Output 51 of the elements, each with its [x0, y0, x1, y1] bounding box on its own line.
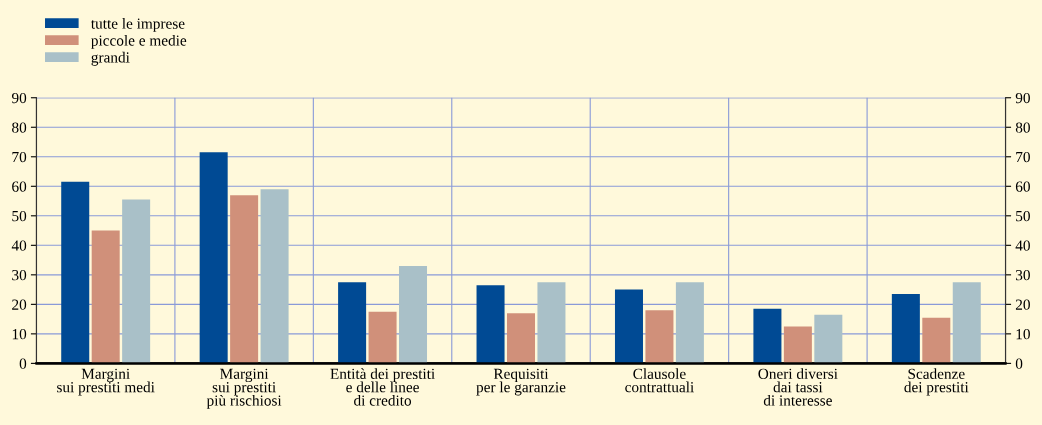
bar: [260, 189, 289, 364]
y2-tick-label: 10: [1016, 329, 1030, 340]
bar: [506, 313, 536, 364]
bar: [61, 181, 90, 364]
x-tick-label: Scadenze dei prestiti: [904, 368, 969, 396]
bar: [645, 310, 674, 364]
bar: [230, 195, 259, 364]
x-tick-label: Oneri diversi dai tassi di interesse: [758, 368, 838, 406]
bar: [952, 282, 981, 364]
y2-tick-label: 50: [1016, 210, 1030, 222]
bar: [338, 282, 367, 364]
bar: [922, 317, 951, 364]
bar: [675, 282, 704, 364]
y2-tick-label: 40: [1015, 240, 1030, 251]
bar: [122, 199, 151, 364]
y2-tick-label: 90: [1015, 92, 1030, 104]
bar: [814, 314, 843, 364]
bar: [783, 326, 812, 364]
y-tick-label: 90: [11, 92, 27, 104]
y-tick-label: 10: [12, 329, 27, 340]
x-tick-label: Margini sui prestiti medi: [57, 368, 155, 396]
x-tick-label: Margini sui prestiti più rischiosi: [206, 368, 282, 409]
y-tick-label: 20: [12, 299, 27, 310]
legend-label: piccole e medie: [91, 34, 187, 49]
legend-label: grandi: [91, 51, 130, 66]
bar: [537, 282, 566, 364]
y2-tick-label: 70: [1016, 151, 1030, 163]
bar: [614, 289, 643, 364]
bar: [199, 152, 228, 364]
y-tick-label: 70: [12, 151, 27, 163]
y-tick-label: 30: [12, 269, 27, 281]
y-tick-label: 50: [12, 210, 27, 222]
bar: [91, 230, 120, 364]
x-tick-label: Requisiti per le garanzie: [476, 368, 566, 396]
y-tick-label: 0: [19, 358, 27, 369]
legend-label: tutte le imprese: [90, 18, 185, 32]
bar: [891, 294, 920, 364]
y-tick-label: 40: [11, 240, 27, 251]
y2-tick-label: 60: [1015, 181, 1030, 192]
y2-tick-label: 30: [1015, 269, 1030, 281]
bar: [399, 265, 428, 364]
y-tick-label: 80: [12, 122, 27, 133]
y2-tick-label: 20: [1015, 299, 1030, 310]
x-tick-label: Clausole contrattuali: [625, 368, 694, 393]
x-tick-label: Entità dei prestiti e delle linee di credito: [330, 368, 435, 406]
bar: [476, 285, 505, 364]
y2-tick-label: 0: [1015, 358, 1023, 369]
y2-tick-label: 80: [1015, 122, 1030, 133]
bar: [368, 311, 397, 364]
y-tick-label: 60: [12, 181, 27, 192]
bar: [753, 308, 782, 364]
